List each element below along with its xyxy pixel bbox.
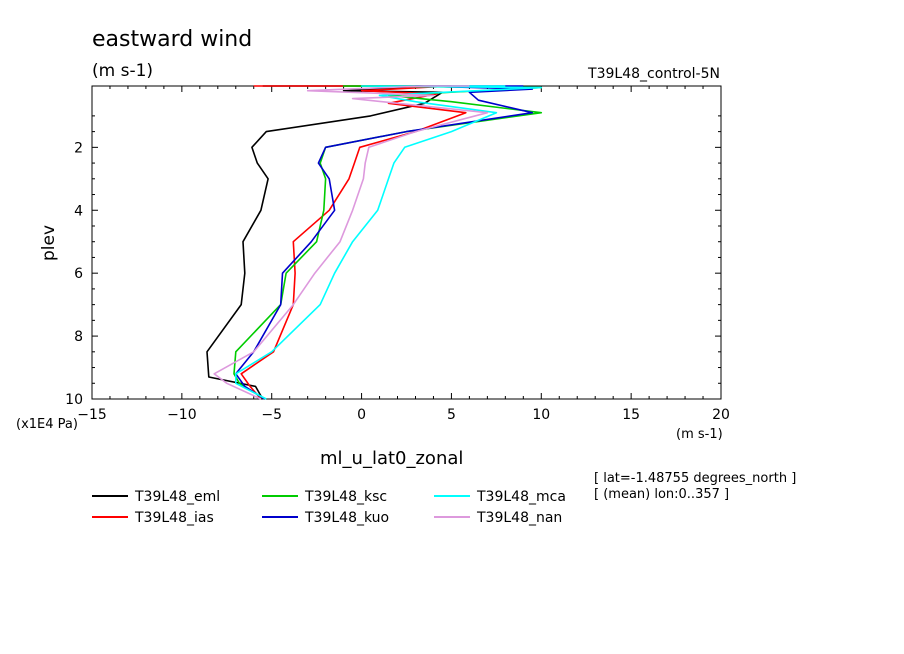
plot-border	[91, 85, 722, 400]
legend-label-t39l48-ias: T39L48_ias	[134, 510, 214, 526]
series-line-t39l48-kuo	[235, 85, 534, 400]
lat-note: [ lat=-1.48755 degrees_north ]	[594, 471, 796, 486]
y-tick-label: 4	[74, 203, 83, 219]
y-axis: 2 4 6 8 10	[65, 115, 721, 408]
series-line-t39l48-ksc	[233, 85, 543, 400]
x-axis: −15 −10 −5 0 5 10 15 20	[77, 86, 730, 423]
x-tick-label: −10	[167, 407, 197, 423]
series-line-t39l48-mca	[235, 85, 543, 400]
chart-title-units: (m s-1)	[92, 61, 153, 81]
series-line-t39l48-nan	[213, 85, 489, 400]
experiment-label: T39L48_control-5N	[587, 66, 720, 82]
x-axis-label: ml_u_lat0_zonal	[320, 448, 463, 469]
series-layer	[206, 85, 543, 400]
y-axis-label: plev	[39, 225, 59, 261]
x-tick-label: 20	[712, 407, 730, 423]
legend-label-t39l48-kuo: T39L48_kuo	[304, 510, 389, 526]
x-axis-units: (m s-1)	[676, 427, 723, 442]
y-tick-label: 10	[65, 392, 83, 408]
x-tick-label: 10	[532, 407, 550, 423]
series-line-t39l48-ias	[240, 85, 467, 400]
x-tick-label: 15	[622, 407, 640, 423]
legend-label-t39l48-nan: T39L48_nan	[476, 510, 562, 526]
y-tick-label: 6	[74, 266, 83, 282]
legend-label-t39l48-eml: T39L48_eml	[134, 489, 220, 505]
y-axis-units: (x1E4 Pa)	[16, 417, 78, 432]
x-tick-label: −15	[77, 407, 107, 423]
lon-note: [ (mean) lon:0..357 ]	[594, 487, 729, 502]
legend-label-t39l48-mca: T39L48_mca	[476, 489, 566, 505]
series-line-t39l48-eml	[206, 85, 444, 400]
plot-frame	[91, 85, 722, 400]
x-tick-label: −5	[261, 407, 282, 423]
chart-title: eastward wind	[92, 27, 252, 52]
y-tick-label: 8	[74, 329, 83, 345]
legend-label-t39l48-ksc: T39L48_ksc	[304, 489, 387, 505]
x-tick-label: 5	[447, 407, 456, 423]
legend: T39L48_eml T39L48_ias T39L48_ksc T39L48_kuo…	[92, 489, 566, 526]
y-tick-label: 2	[74, 140, 83, 156]
x-tick-label: 0	[357, 407, 366, 423]
